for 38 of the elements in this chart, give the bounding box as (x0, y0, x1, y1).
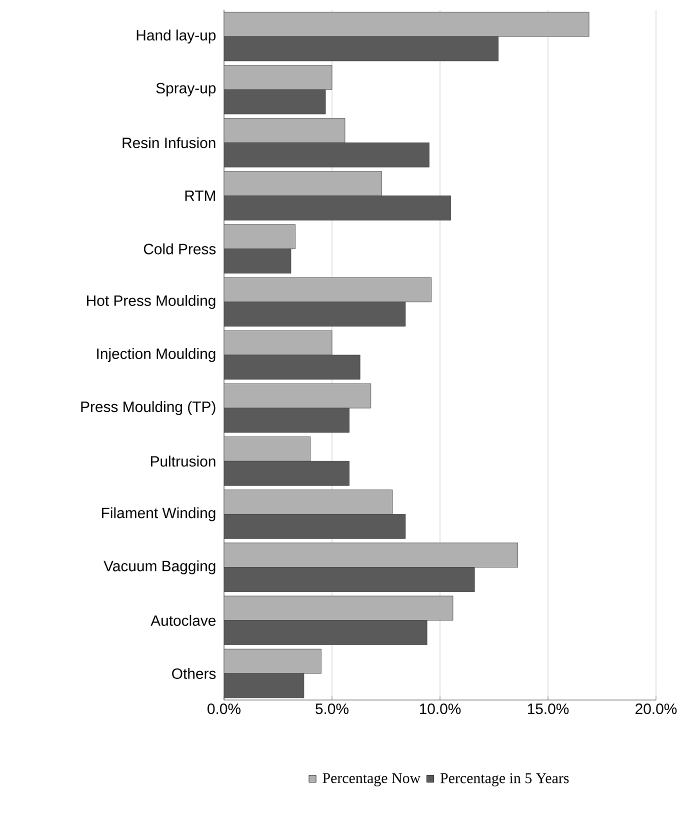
bar (224, 408, 350, 433)
bar (224, 224, 296, 250)
x-tick-label: 10.0% (420, 704, 461, 714)
x-tick-label: 0.0% (208, 704, 240, 714)
bar (224, 196, 452, 220)
y-tick-label: Filament Winding (102, 507, 216, 522)
bar (224, 460, 350, 486)
bar (224, 330, 332, 356)
y-tick-label: Hot Press Moulding (87, 294, 216, 309)
y-tick-label: RTM (185, 190, 215, 201)
y-tick-label: Hand lay-up (136, 30, 216, 44)
legend-label: Percentage Now (322, 773, 421, 786)
bar (224, 36, 499, 62)
bar (224, 142, 430, 168)
y-tick-label: Pultrusion (150, 456, 216, 467)
bar (224, 248, 292, 274)
bar (224, 302, 406, 327)
bar (224, 436, 311, 462)
bar (224, 89, 326, 114)
y-tick-label: Press Moulding (TP) (81, 401, 216, 416)
y-tick-label: Spray-up (156, 82, 216, 96)
bar (224, 514, 406, 539)
bar (224, 65, 332, 90)
y-tick-label: Resin Infusion (122, 137, 216, 148)
y-tick-label: Cold Press (144, 243, 216, 254)
bar (224, 620, 428, 646)
y-tick-label: Injection Moulding (97, 348, 216, 362)
bar (224, 354, 360, 380)
bar (224, 567, 475, 592)
legend-label: Percentage in 5 Years (440, 773, 569, 786)
y-tick-label: Others (172, 668, 216, 679)
x-tick-label: 20.0% (636, 704, 677, 714)
x-tick-label: 5.0% (316, 704, 348, 714)
bar (224, 673, 304, 698)
bar (224, 648, 322, 674)
y-tick-label: Vacuum Bagging (104, 560, 216, 574)
x-tick-label: 15.0% (528, 704, 569, 714)
y-tick-label: Autoclave (150, 614, 216, 626)
